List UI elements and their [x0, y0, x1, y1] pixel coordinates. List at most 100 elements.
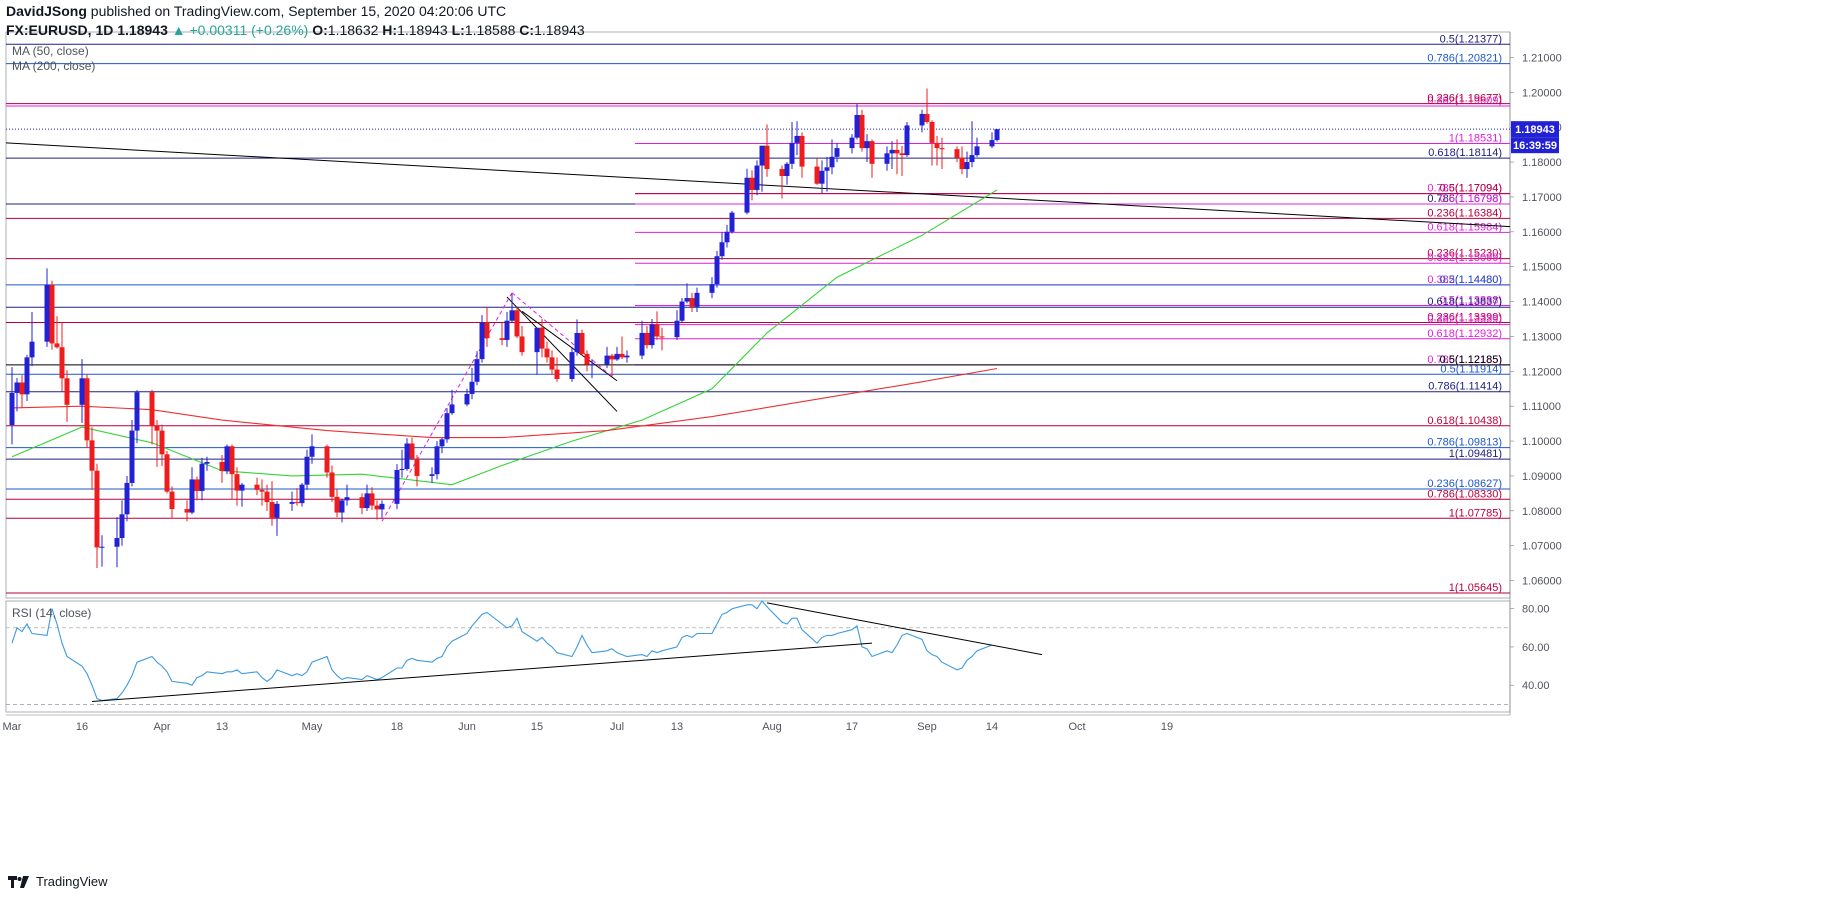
candle-body [969, 155, 975, 163]
candle-body [164, 454, 170, 492]
fib-level-label: 0.5(1.11914) [1440, 363, 1502, 375]
candle-body [684, 298, 690, 302]
fib-level-label: 0.618(1.10438) [1427, 415, 1502, 427]
candle-body [744, 177, 750, 213]
candle-body [154, 426, 160, 431]
ma200-legend: MA (200, close) [12, 59, 95, 73]
time-tick-label: 18 [391, 721, 403, 733]
candle-body [434, 446, 440, 475]
candle-body [94, 470, 100, 548]
price-tick-label: 1.11000 [1522, 401, 1561, 413]
fib-level-label: 0.786(1.20821) [1427, 53, 1502, 65]
low-value: 1.18588 [464, 22, 516, 38]
candle-body [309, 446, 315, 457]
candle-body [789, 142, 795, 164]
candle-body [374, 505, 380, 510]
price-tick-label: 1.12000 [1522, 366, 1562, 378]
fib-level-label: 0.5(1.16798) [1440, 193, 1502, 205]
candle-body [439, 439, 445, 447]
close-value: 1.18943 [534, 22, 585, 38]
candle-body [509, 310, 515, 321]
brand-name: TradingView [36, 874, 108, 889]
candle-body [829, 156, 835, 168]
fib-level-label: 0.5(1.17094) [1440, 183, 1502, 195]
candle-body [514, 310, 520, 337]
countdown-tag: 16:39:59 [1513, 140, 1557, 152]
candle-body [819, 170, 825, 184]
fib-level-label: 1(1.09481) [1449, 448, 1502, 460]
candle-body [54, 343, 60, 348]
footer-brand[interactable]: TradingView [8, 874, 108, 889]
candle-body [574, 332, 580, 353]
candle-body [929, 121, 935, 143]
candle-body [124, 482, 130, 515]
candle-body [64, 378, 70, 405]
candle-body [224, 446, 230, 472]
candle-body [859, 114, 865, 149]
candle-body [814, 166, 820, 184]
candle-body [189, 479, 195, 513]
fib-level-label: 0.382(1.14480) [1427, 274, 1502, 286]
fib-level-label: 0.618(1.12932) [1427, 328, 1502, 340]
candle-body [904, 125, 910, 156]
candle-body [99, 546, 105, 548]
candle-body [589, 364, 595, 366]
fib-level-label: 0.236(1.13399) [1427, 312, 1502, 324]
ohlc-legend: FX:EURUSD, 1D 1.18943 ▲ +0.00311 (+0.26%… [6, 22, 585, 38]
price-tick-label: 1.18000 [1522, 157, 1562, 169]
candle-body [864, 141, 870, 149]
candle-body [404, 443, 410, 469]
candle-body [329, 472, 335, 497]
fib-level-label: 0.618(1.18114) [1428, 147, 1502, 159]
candle-body [899, 153, 905, 156]
candle-body [44, 284, 50, 342]
rsi-tick-label: 60.00 [1522, 642, 1550, 654]
candle-body [674, 320, 680, 338]
candle-body [484, 322, 490, 339]
author-name[interactable]: DavidJSong [6, 3, 87, 19]
candle-body [849, 137, 855, 149]
last-price: 1.18943 [117, 22, 168, 38]
price-pane [5, 31, 1511, 599]
candle-body [724, 231, 730, 243]
time-tick-label: Aug [762, 721, 782, 733]
symbol-label[interactable]: FX:EURUSD, 1D [6, 22, 114, 38]
rsi-support-trendline [91, 642, 873, 702]
time-tick-label: Jun [458, 721, 476, 733]
candle-body [779, 169, 785, 177]
channel-line-lower [506, 296, 618, 412]
candle-body [469, 381, 475, 394]
price-change: +0.00311 (+0.26%) [189, 22, 309, 38]
candle-body [869, 141, 875, 164]
candle-body [219, 461, 225, 472]
candle-body [794, 135, 800, 143]
last-price-tag-bg [1511, 121, 1559, 138]
candle-body [934, 142, 940, 149]
candle-body [334, 496, 340, 513]
candle-body [764, 145, 770, 170]
candle-body [119, 514, 125, 539]
candle-body [939, 148, 945, 150]
price-tick-label: 1.17000 [1522, 192, 1562, 204]
price-tick-label: 1.14000 [1522, 297, 1562, 309]
fib-level-label: 0.382(1.15099) [1427, 252, 1502, 264]
fib-level-label: 0.786(1.16798) [1427, 193, 1502, 205]
candle-body [429, 474, 435, 476]
publisher-line: DavidJSong published on TradingView.com,… [6, 3, 506, 19]
candle-body [679, 301, 685, 321]
time-tick-label: May [302, 721, 323, 733]
price-tick-label: 1.21000 [1522, 52, 1562, 64]
candle-body [534, 327, 540, 353]
time-tick-label: 16 [76, 721, 88, 733]
fib-level-label: 0.5(1.21377) [1440, 33, 1502, 45]
rsi-resistance-trendline [766, 602, 1043, 656]
candle-body [539, 327, 545, 349]
fib-level-label: 0.5(1.13888) [1440, 294, 1502, 306]
fib-level-label: 0.618(1.15984) [1427, 221, 1502, 233]
high-value: 1.18943 [397, 22, 448, 38]
candle-body [79, 378, 85, 405]
fib-level-label: 0.786(1.11414) [1428, 381, 1502, 393]
candle-body [274, 503, 280, 518]
ma50-line [11, 189, 998, 486]
